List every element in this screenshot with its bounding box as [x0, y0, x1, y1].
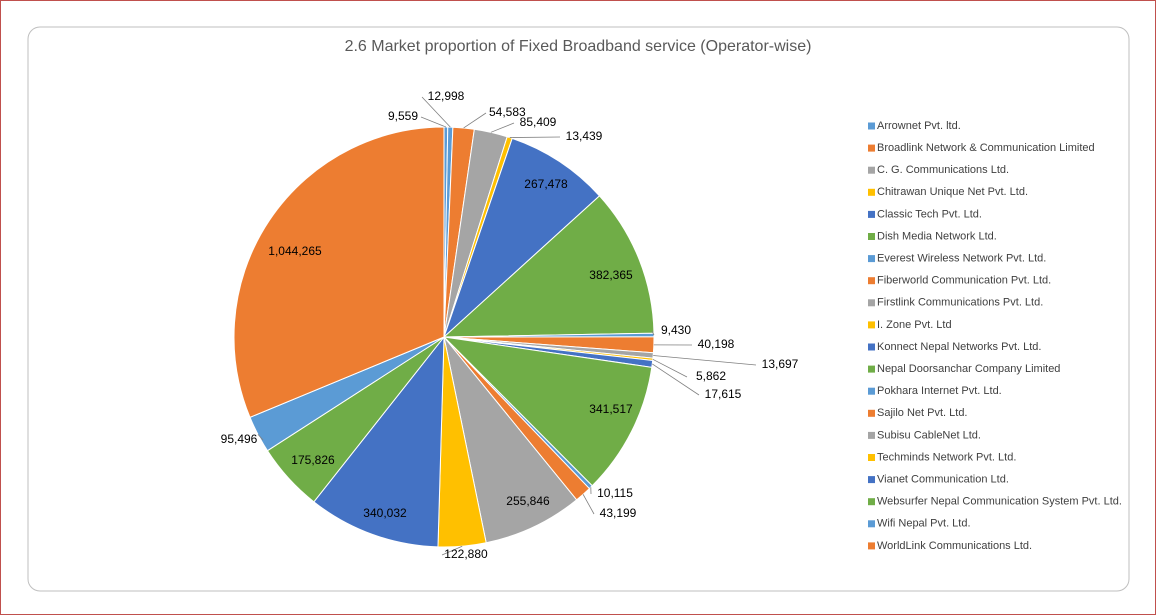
data-label: 43,199	[600, 506, 637, 520]
data-label: 1,044,265	[268, 244, 322, 258]
leader-line	[490, 122, 515, 133]
pie-slice	[443, 336, 578, 544]
legend-swatch	[868, 321, 875, 329]
legend-swatch	[868, 122, 875, 130]
legend-swatch	[868, 233, 875, 240]
data-label: 267,478	[524, 177, 568, 191]
pie-slice	[442, 195, 655, 338]
legend-label: Subisu CableNet Ltd.	[877, 429, 981, 441]
legend-swatch	[868, 188, 875, 196]
leader-line	[463, 112, 487, 129]
legend-label: Firstlink Communications Pvt. Ltd.	[877, 297, 1043, 309]
legend-swatch	[868, 387, 875, 395]
legend-swatch	[868, 255, 875, 263]
data-label: 54,583	[489, 105, 526, 119]
data-label: 85,409	[520, 115, 557, 129]
legend-label: Vianet Communication Ltd.	[877, 474, 1009, 486]
data-label: 340,032	[363, 506, 407, 520]
legend-swatch	[868, 365, 875, 373]
leader-line	[582, 494, 595, 515]
leader-line	[420, 116, 447, 128]
pie-slice	[313, 335, 445, 548]
legend-swatch	[868, 299, 875, 307]
leader-line	[441, 545, 463, 556]
legend-label: Dish Media Network Ltd.	[877, 230, 997, 242]
legend-swatch	[868, 409, 875, 417]
leader-line	[509, 136, 561, 138]
legend-label: Websurfer Nepal Communication System Pvt…	[877, 496, 1122, 508]
legend-label: Arrownet Pvt. ltd.	[877, 120, 961, 132]
data-label: 341,517	[589, 402, 633, 416]
legend-swatch	[868, 210, 875, 218]
chart-title: 2.6 Market proportion of Fixed Broadband…	[345, 38, 812, 55]
data-label: 17,615	[705, 387, 742, 401]
data-label: 9,430	[661, 323, 691, 337]
legend-label: Everest Wireless Network Pvt. Ltd.	[877, 253, 1046, 265]
data-label: 5,862	[696, 369, 726, 383]
data-label: 175,826	[291, 453, 335, 467]
pie-slice	[442, 336, 653, 487]
legend-label: Classic Tech Pvt. Ltd.	[877, 208, 982, 220]
legend-label: Fiberworld Communication Pvt. Ltd.	[877, 275, 1051, 287]
legend-swatch	[868, 343, 875, 351]
legend-label: Chitrawan Unique Net Pvt. Ltd.	[877, 186, 1028, 198]
pie-slice	[443, 137, 601, 338]
legend-label: Konnect Nepal Networks Pvt. Ltd.	[877, 341, 1041, 353]
leader-line	[652, 358, 688, 378]
legend-label: C. G. Communications Ltd.	[877, 164, 1009, 176]
data-label: 9,559	[388, 109, 418, 123]
legend-swatch	[868, 166, 875, 174]
data-label: 40,198	[698, 337, 735, 351]
data-label: 122,880	[444, 547, 488, 561]
pie-slice	[233, 126, 445, 418]
legend-swatch	[868, 498, 875, 506]
data-label: 13,439	[566, 129, 603, 143]
legend-label: Pokhara Internet Pvt. Ltd.	[877, 385, 1002, 397]
legend-label: Sajilo Net Pvt. Ltd.	[877, 407, 968, 419]
legend-swatch	[868, 144, 875, 152]
legend-label: WorldLink Communications Ltd.	[877, 540, 1032, 552]
data-label: 12,998	[428, 89, 465, 103]
legend-swatch	[868, 431, 875, 439]
leader-line	[421, 96, 451, 128]
leader-line	[652, 363, 700, 396]
data-label: 95,496	[221, 432, 258, 446]
legend-label: Nepal Doorsanchar Company Limited	[877, 363, 1060, 375]
data-label: 13,697	[762, 357, 799, 371]
data-label: 255,846	[506, 494, 550, 508]
leader-line	[653, 355, 757, 366]
legend-swatch	[868, 520, 875, 528]
legend-label: Wifi Nepal Pvt. Ltd.	[877, 518, 971, 530]
leader-line	[651, 330, 655, 336]
legend-label: Broadlink Network & Communication Limite…	[877, 142, 1095, 154]
data-label: 10,115	[597, 486, 633, 500]
legend-swatch	[868, 542, 875, 550]
legend-swatch	[868, 476, 875, 484]
legend-swatch	[868, 454, 875, 461]
leader-line	[257, 434, 264, 441]
data-label: 382,365	[589, 268, 633, 282]
legend-swatch	[868, 277, 875, 285]
legend-label: I. Zone Pvt. Ltd	[877, 319, 952, 331]
legend-label: Techminds Network Pvt. Ltd.	[877, 451, 1016, 463]
